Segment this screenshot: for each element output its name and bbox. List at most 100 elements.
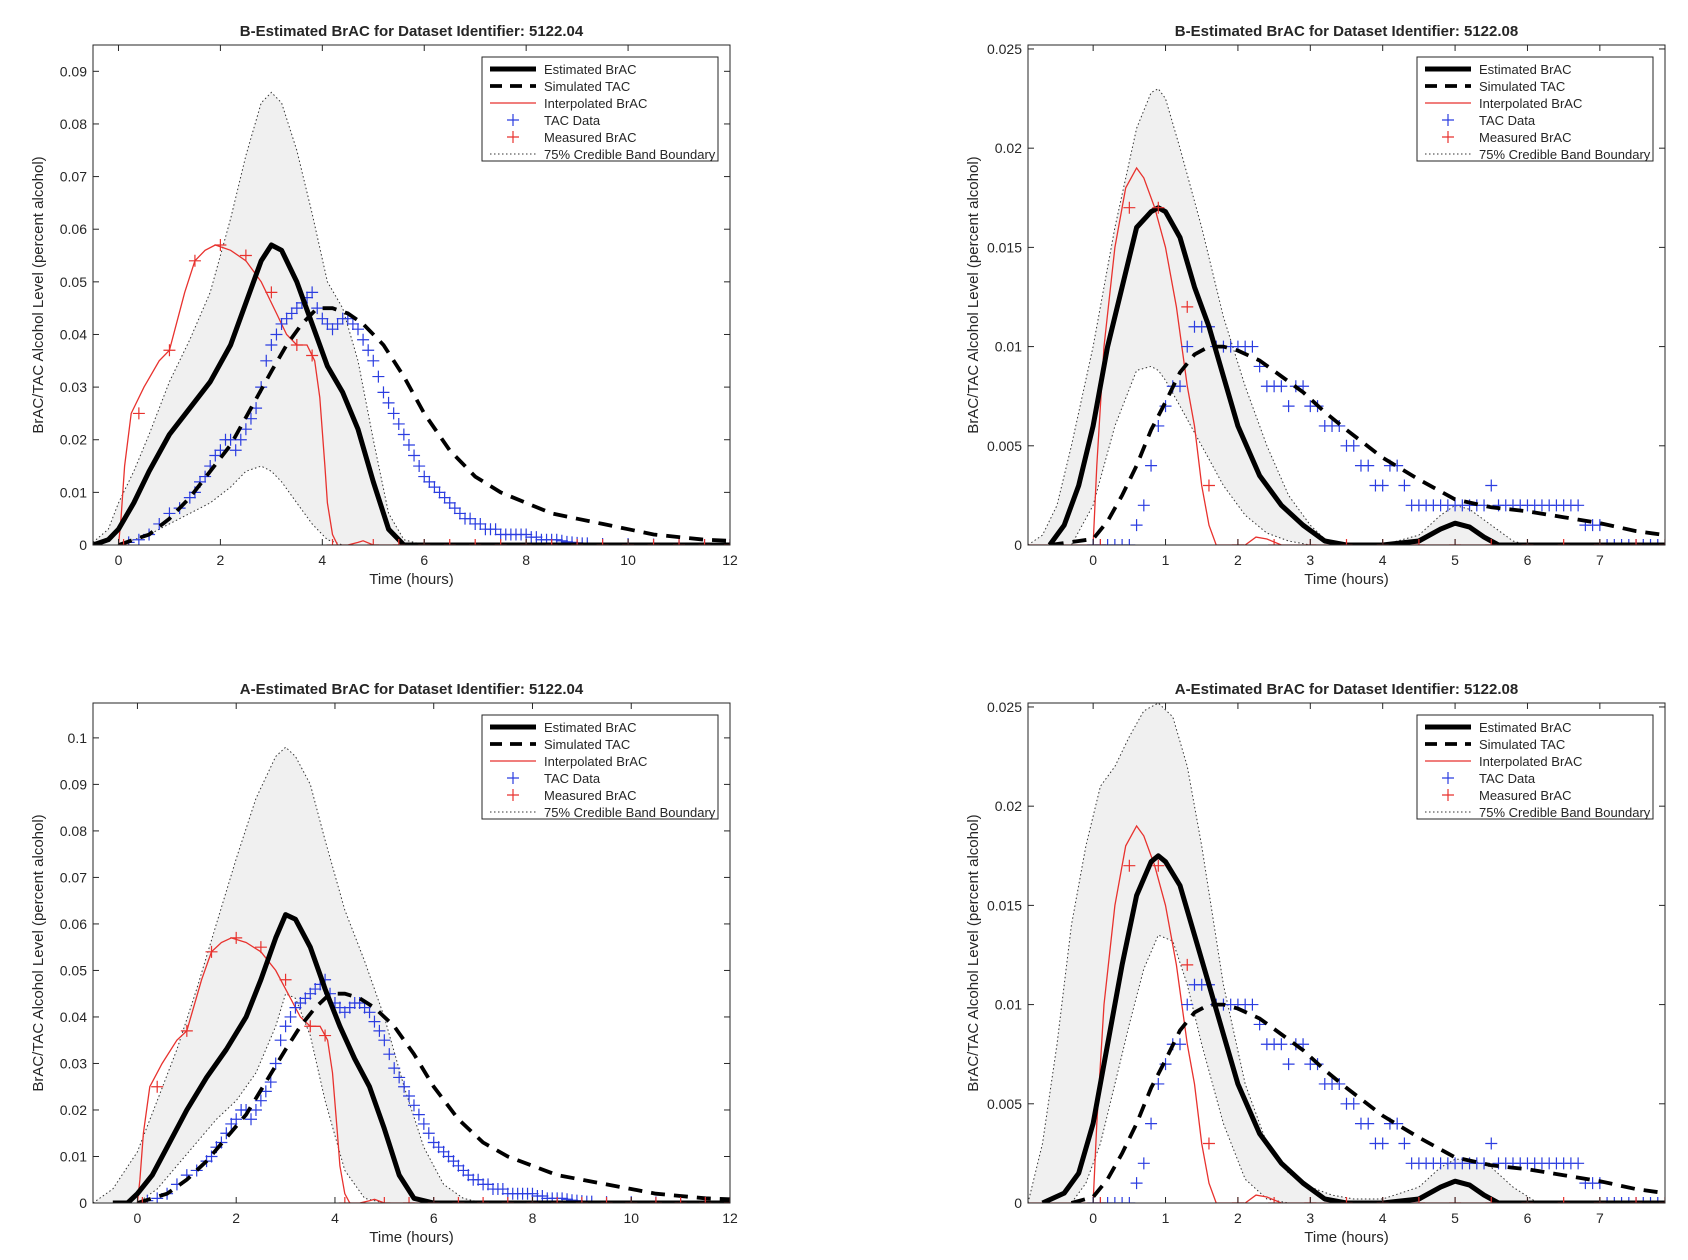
tac-data-point — [1398, 1137, 1411, 1150]
legend: Estimated BrAC Simulated TAC Interpolated … — [481, 714, 719, 820]
legend-label: Estimated BrAC — [544, 62, 636, 77]
y-tick-label: 0 — [1014, 1195, 1022, 1211]
tac-data-point — [1181, 998, 1194, 1011]
measured-brac-point — [494, 539, 507, 545]
tac-data-point — [309, 983, 322, 996]
measured-brac-point — [230, 931, 243, 944]
y-tick-label: 0.05 — [60, 274, 87, 290]
legend-swatch-measured — [507, 131, 519, 143]
y-tick-label: 0.08 — [60, 116, 87, 132]
tac-data-point — [254, 1094, 267, 1107]
measured-brac-point — [319, 1029, 332, 1042]
x-axis-label: Time (hours) — [1304, 1229, 1388, 1246]
axes-frame — [92, 702, 731, 1204]
legend-label: Simulated TAC — [544, 79, 630, 94]
y-tick-label: 0.03 — [60, 1055, 87, 1071]
legend-label: Estimated BrAC — [544, 720, 636, 735]
tac-data-point — [387, 407, 400, 420]
x-tick-label: 3 — [1306, 552, 1314, 568]
y-tick-label: 0.01 — [60, 1148, 87, 1164]
tac-data-point — [520, 528, 533, 541]
tac-data-point — [1275, 1038, 1288, 1051]
tac-data-point — [1347, 439, 1360, 452]
tac-data-point — [1101, 1197, 1114, 1203]
tac-data-point — [1398, 479, 1411, 492]
measured-brac-point — [392, 539, 405, 545]
measured-brac-point — [205, 945, 218, 958]
measured-brac-point — [545, 539, 558, 545]
interpolated-brac-line — [136, 937, 730, 1203]
y-tick-label: 0.01 — [60, 484, 87, 500]
chart-panel-1: 0 2 4 6 8 10 12 0 0.01 0.02 0.03 0.04 0.05 0.06 0.07 0.… — [30, 23, 738, 588]
tac-data-point — [1174, 380, 1187, 393]
measured-brac-point — [378, 1197, 391, 1203]
tac-data-point — [284, 1010, 297, 1023]
legend-label: Measured BrAC — [544, 130, 636, 145]
tac-data-point — [280, 312, 293, 325]
tac-data-point — [432, 1141, 445, 1154]
y-tick-label: 0 — [1014, 537, 1022, 553]
y-tick-label: 0.06 — [60, 916, 87, 932]
x-tick-label: 6 — [1524, 552, 1532, 568]
measured-brac-point — [180, 1024, 193, 1037]
measured-brac-point — [265, 286, 278, 299]
credible-band-upper-line — [93, 746, 730, 1203]
tac-data-point — [496, 1183, 509, 1196]
legend-label: 75% Credible Band Boundary — [1479, 147, 1651, 162]
measured-brac-point — [326, 539, 339, 545]
x-tick-label: 10 — [620, 552, 636, 568]
x-tick-label: 2 — [232, 1210, 240, 1226]
legend-label: TAC Data — [544, 771, 601, 786]
y-tick-label: 0.1 — [68, 730, 88, 746]
measured-brac-point — [188, 254, 201, 267]
x-tick-label: 2 — [1234, 552, 1242, 568]
axes-frame — [1027, 44, 1666, 546]
x-tick-label: 2 — [217, 552, 225, 568]
y-axis-label: BrAC/TAC Alcohol Level (percent alcohol) — [965, 156, 982, 433]
measured-brac-markers — [117, 239, 730, 545]
measured-brac-point — [649, 1197, 662, 1203]
tac-data-point — [403, 1090, 416, 1103]
measured-brac-point — [1412, 1197, 1425, 1203]
tac-data-point — [239, 423, 252, 436]
measured-brac-point — [117, 539, 130, 545]
tac-data-point — [422, 1127, 435, 1140]
x-axis-label: Time (hours) — [369, 1229, 453, 1246]
y-tick-label: 0.005 — [987, 438, 1022, 454]
measured-brac-point — [452, 1197, 465, 1203]
y-tick-label: 0.02 — [995, 140, 1022, 156]
tac-data-point — [265, 339, 278, 351]
simulated-tac-line — [117, 306, 730, 545]
tac-data-point — [209, 449, 222, 462]
tac-data-point — [1622, 539, 1635, 545]
tac-data-point — [1123, 1197, 1136, 1203]
tac-data-point — [368, 1015, 381, 1028]
y-tick-label: 0.05 — [60, 962, 87, 978]
tac-data-point — [530, 531, 543, 544]
tac-data-point — [413, 460, 426, 473]
simulated-tac-line — [136, 991, 730, 1203]
tac-data-point — [398, 1080, 411, 1093]
legend-swatch-measured — [507, 789, 519, 801]
measured-brac-point — [163, 344, 176, 357]
legend-label: Simulated TAC — [1479, 737, 1565, 752]
measured-brac-point — [1557, 539, 1570, 545]
legend-box — [481, 714, 719, 820]
tac-data-point — [132, 533, 145, 545]
measured-brac-point — [1268, 539, 1281, 545]
tac-data-point — [1137, 1157, 1150, 1170]
y-tick-label: 0.02 — [60, 432, 87, 448]
tac-data-point — [1246, 998, 1259, 1011]
tac-data-point — [357, 333, 370, 346]
tac-data-point — [437, 1145, 450, 1158]
y-tick-label: 0 — [79, 1195, 87, 1211]
tac-data-point — [1130, 519, 1143, 532]
tac-data-point — [229, 444, 242, 457]
measured-brac-point — [1094, 539, 1107, 545]
measured-brac-point — [673, 539, 686, 545]
x-axis-label: Time (hours) — [1304, 571, 1388, 588]
tac-data-point — [1608, 1197, 1621, 1203]
tac-data-point — [1282, 1058, 1295, 1071]
tac-data-point — [383, 1048, 396, 1061]
measured-brac-point — [1630, 1197, 1643, 1203]
